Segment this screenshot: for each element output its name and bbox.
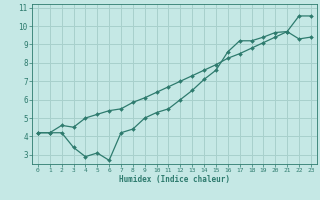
X-axis label: Humidex (Indice chaleur): Humidex (Indice chaleur)	[119, 175, 230, 184]
